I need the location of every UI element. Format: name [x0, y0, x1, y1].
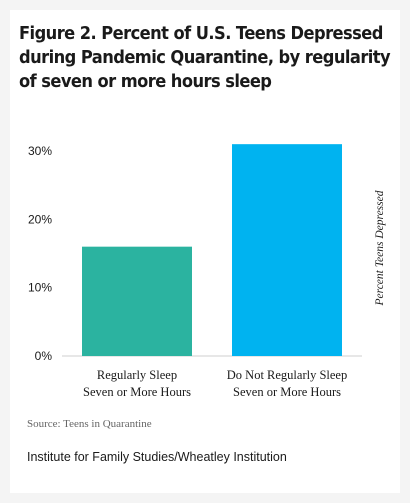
- x-tick-label: Seven or More Hours: [83, 385, 191, 399]
- y-tick-label: 20%: [28, 212, 52, 226]
- bar: [232, 144, 342, 356]
- chart-title-line-3: of seven or more hours sleep: [19, 72, 272, 92]
- x-tick-label: Regularly Sleep: [97, 368, 177, 382]
- x-tick-label: Do Not Regularly Sleep: [227, 368, 347, 382]
- source-note: Source: Teens in Quarantine: [27, 418, 152, 430]
- y-tick-label: 30%: [28, 144, 52, 158]
- bar: [82, 246, 192, 356]
- y-axis-label: Percent Teens Depressed: [374, 190, 386, 306]
- x-tick-label: Seven or More Hours: [233, 385, 341, 399]
- chart-title-line-1: Figure 2. Percent of U.S. Teens Depresse…: [19, 24, 383, 44]
- footer-credit: Institute for Family Studies/Wheatley In…: [27, 450, 287, 464]
- x-axis-labels: Regularly Sleep Seven or More Hours Do Not…: [83, 368, 347, 399]
- y-axis-ticks: 0% 10% 20% 30%: [28, 144, 52, 363]
- chart-title-line-2: during Pandemic Quarantine, by regularit…: [19, 48, 391, 68]
- chart-title: Figure 2. Percent of U.S. Teens Depresse…: [19, 22, 391, 94]
- y-tick-label: 10%: [28, 281, 52, 295]
- bars: [82, 144, 342, 356]
- y-tick-label: 0%: [35, 349, 53, 363]
